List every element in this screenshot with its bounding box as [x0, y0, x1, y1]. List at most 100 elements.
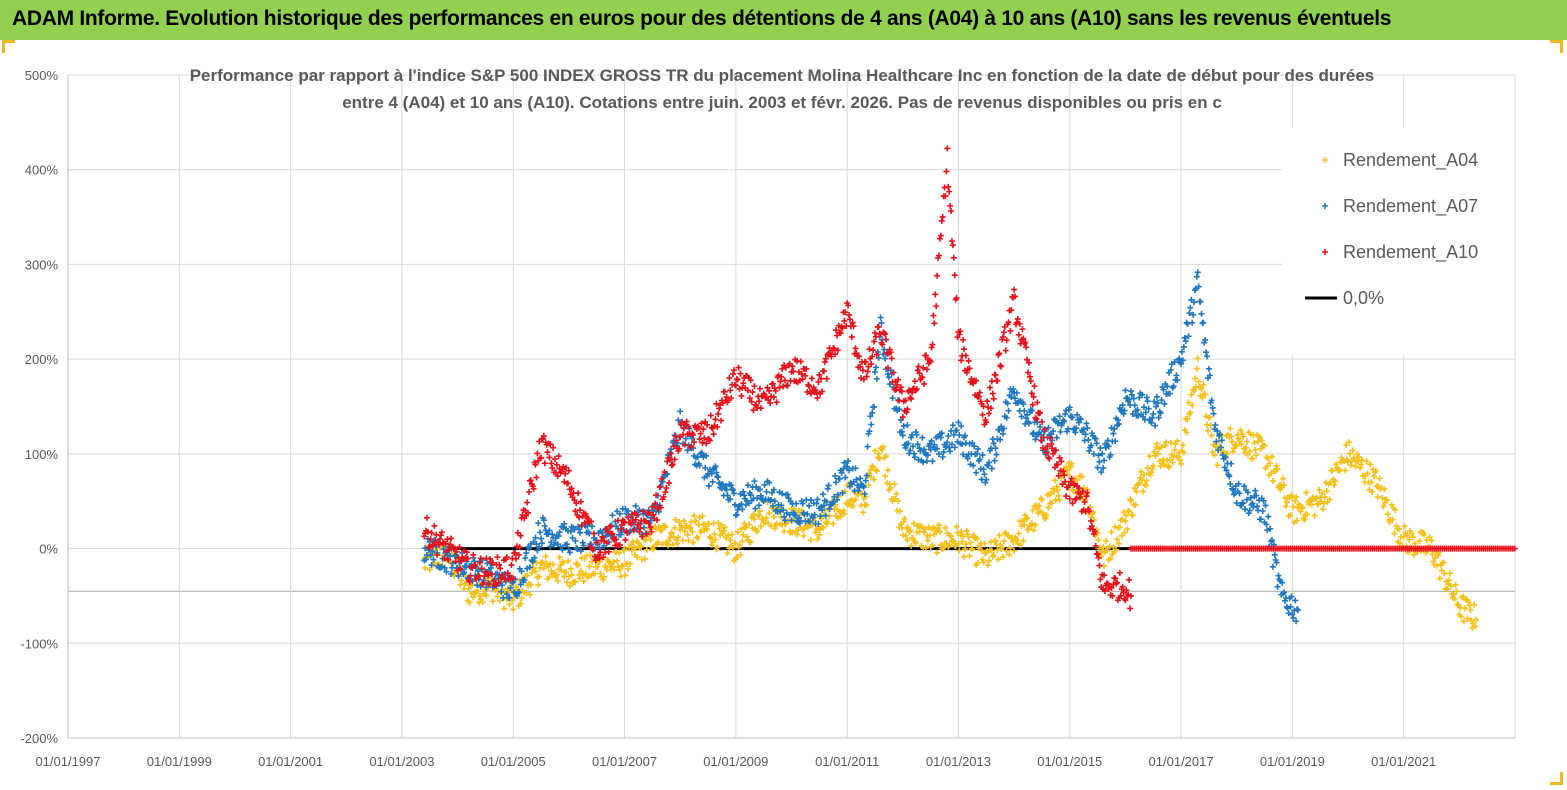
data-point: [902, 444, 909, 451]
data-point: [993, 451, 1000, 458]
data-point: [852, 496, 859, 503]
data-point: [1127, 388, 1134, 395]
data-point: [1081, 499, 1088, 506]
data-point: [920, 459, 927, 466]
data-point: [976, 456, 983, 463]
data-point: [958, 357, 965, 364]
data-point: [676, 445, 683, 452]
data-point: [516, 544, 523, 551]
data-point: [1252, 487, 1259, 494]
data-point: [1129, 512, 1136, 519]
data-point: [862, 359, 869, 366]
data-point: [508, 562, 515, 569]
data-point: [1126, 396, 1133, 403]
x-tick-label: 01/01/2013: [926, 754, 991, 769]
data-point: [737, 370, 744, 377]
data-point: [721, 388, 728, 395]
data-point: [1238, 441, 1245, 448]
data-point: [946, 188, 953, 195]
data-point: [911, 454, 918, 461]
data-point: [665, 542, 672, 549]
data-point: [1206, 372, 1213, 379]
data-point: [751, 478, 758, 485]
data-point: [869, 409, 876, 416]
data-point: [935, 521, 942, 528]
data-point: [1179, 442, 1186, 449]
data-point: [1101, 572, 1108, 579]
data-point: [637, 525, 644, 532]
data-point: [1209, 449, 1216, 456]
data-point: [937, 434, 944, 441]
data-point: [466, 578, 473, 585]
data-point: [1142, 482, 1149, 489]
data-point: [694, 454, 701, 461]
data-point: [873, 468, 880, 475]
data-point: [744, 387, 751, 394]
data-point: [934, 272, 941, 279]
data-point: [577, 575, 584, 582]
data-point: [1396, 540, 1403, 547]
data-point: [427, 536, 434, 543]
data-point: [682, 435, 689, 442]
data-point: [1374, 493, 1381, 500]
data-point: [1032, 436, 1039, 443]
data-point: [1019, 517, 1026, 524]
data-point: [714, 544, 721, 551]
data-point: [727, 496, 734, 503]
data-point: [793, 500, 800, 507]
data-point: [967, 539, 974, 546]
data-point: [1428, 537, 1435, 544]
data-point: [563, 569, 570, 576]
data-point: [668, 462, 675, 469]
data-point: [1404, 532, 1411, 539]
data-point: [503, 591, 510, 598]
data-point: [1057, 428, 1064, 435]
data-point: [1119, 402, 1126, 409]
data-point: [1458, 613, 1465, 620]
data-point: [1160, 456, 1167, 463]
data-point: [1269, 563, 1276, 570]
data-point: [1447, 570, 1454, 577]
data-point: [979, 452, 986, 459]
data-point: [1316, 486, 1323, 493]
data-point: [904, 406, 911, 413]
data-point: [1352, 463, 1359, 470]
data-point: [1014, 315, 1021, 322]
data-point: [531, 554, 538, 561]
data-point: [427, 552, 434, 559]
x-tick-label: 01/01/2017: [1149, 754, 1214, 769]
data-point: [1268, 537, 1275, 544]
data-point: [898, 428, 905, 435]
data-point: [1116, 524, 1123, 531]
data-point: [538, 535, 545, 542]
data-point: [1148, 419, 1155, 426]
data-point: [1025, 359, 1032, 366]
data-point: [474, 568, 481, 575]
data-point: [771, 498, 778, 505]
data-point: [671, 524, 678, 531]
data-point: [1012, 395, 1019, 402]
data-point: [841, 459, 848, 466]
data-point: [948, 208, 955, 215]
data-point: [912, 540, 919, 547]
data-point: [1257, 445, 1264, 452]
data-point: [812, 529, 819, 536]
legend-label: 0,0%: [1343, 288, 1384, 308]
data-point: [609, 563, 616, 570]
data-point: [936, 528, 943, 535]
data-point: [716, 405, 723, 412]
data-point: [727, 537, 734, 544]
data-point: [990, 440, 997, 447]
data-point: [534, 547, 541, 554]
data-point: [1131, 402, 1138, 409]
data-point: [458, 577, 465, 584]
data-point: [767, 399, 774, 406]
data-point: [921, 529, 928, 536]
data-point: [1384, 497, 1390, 504]
data-point: [647, 524, 654, 531]
data-point: [579, 539, 586, 546]
data-point: [438, 529, 445, 536]
data-point: [747, 492, 754, 499]
data-point: [1041, 426, 1048, 433]
data-point: [1056, 497, 1063, 504]
